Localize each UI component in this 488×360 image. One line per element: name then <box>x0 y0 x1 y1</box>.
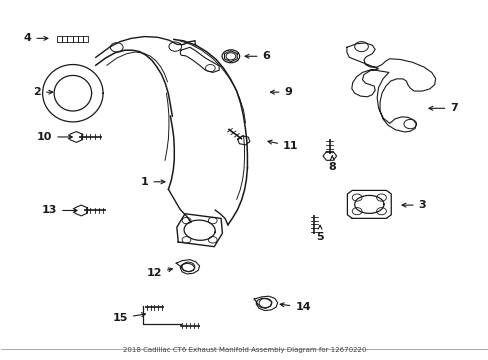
Text: 14: 14 <box>280 302 310 312</box>
Text: 12: 12 <box>146 268 172 278</box>
Text: 11: 11 <box>267 140 298 151</box>
Text: 10: 10 <box>37 132 72 142</box>
Text: 2018 Cadillac CT6 Exhaust Manifold Assembly Diagram for 12670220: 2018 Cadillac CT6 Exhaust Manifold Assem… <box>122 347 366 353</box>
Text: 4: 4 <box>23 33 48 43</box>
Text: 1: 1 <box>141 177 164 187</box>
Text: 15: 15 <box>112 313 145 323</box>
Text: 6: 6 <box>244 51 270 61</box>
Text: 2: 2 <box>33 87 53 97</box>
Text: 3: 3 <box>401 200 426 210</box>
Text: 7: 7 <box>428 103 457 113</box>
Text: 5: 5 <box>316 225 323 242</box>
Text: 8: 8 <box>328 156 335 172</box>
Text: 13: 13 <box>41 206 77 216</box>
Text: 9: 9 <box>270 87 292 97</box>
